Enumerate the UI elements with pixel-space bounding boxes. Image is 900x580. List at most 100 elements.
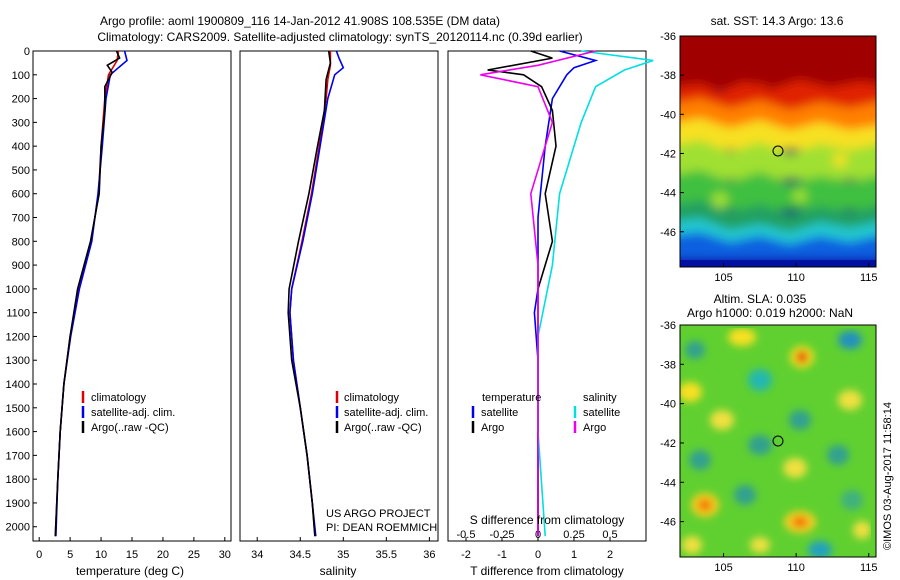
map-lat-tick-label: -40 <box>660 109 676 121</box>
map-lat-tick-label: -42 <box>660 438 676 450</box>
series-line-s-argo <box>480 50 596 537</box>
x-tick-label: 1 <box>571 549 577 561</box>
series-line-t-argo <box>487 50 557 537</box>
map-lon-tick-label: 110 <box>787 272 805 284</box>
sla-map-frame <box>679 324 877 558</box>
map-lon-tick-label: 115 <box>860 272 878 284</box>
temp-legend-satellite: satellite-adj. clim. <box>91 407 175 419</box>
sla-float-marker <box>772 435 784 447</box>
map-lat-tick-label: -36 <box>660 31 676 43</box>
depth-tick-label: 1500 <box>6 403 30 415</box>
map-lon-tick-label: 105 <box>714 272 732 284</box>
map-lat-tick-label: -36 <box>660 320 676 332</box>
map-lat-tick-label: -46 <box>660 517 676 529</box>
t-difference-xlabel: T difference from climatology <box>470 564 624 578</box>
diff-legend-t-satellite: satellite <box>481 407 518 419</box>
x-tick-label: 10 <box>95 549 107 561</box>
map-lon-tick-label: 105 <box>714 562 732 574</box>
diff-legend-temperature-header: temperature <box>482 392 541 404</box>
series-line-argo-raw-qc- <box>54 50 121 537</box>
depth-tick-label: 1700 <box>6 450 30 462</box>
temperature-legend: climatology satellite-adj. clim. Argo(..… <box>81 391 175 434</box>
map-lon-tick-label: 110 <box>787 562 805 574</box>
sla-map-ticks: 105 110 115 -36 -38 -40 -42 -44 -46 <box>660 320 877 574</box>
map-lat-tick-label: -46 <box>660 227 676 239</box>
x-tick-label: 0 <box>535 549 541 561</box>
depth-tick-label: 400 <box>12 141 30 153</box>
series-line-s-satellite <box>537 50 654 537</box>
x-tick-label: 0.5 <box>602 529 617 541</box>
depth-tick-label: 1000 <box>6 284 30 296</box>
sal-legend-climatology: climatology <box>344 392 400 404</box>
x-tick-label: 35.5 <box>376 549 397 561</box>
imos-timestamp: ©IMOS 03-Aug-2017 11:58:14 <box>882 402 894 550</box>
project-annotation: US ARGO PROJECT <box>326 508 431 520</box>
map-lat-tick-label: -44 <box>660 477 676 489</box>
map-lat-tick-label: -38 <box>660 70 676 82</box>
map-lat-tick-label: -44 <box>660 188 676 200</box>
series-line-t-satellite <box>533 50 599 537</box>
depth-tick-label: 700 <box>12 213 30 225</box>
map-lat-tick-label: -38 <box>660 359 676 371</box>
sla-map-title-2: Argo h1000: 0.019 h2000: NaN <box>687 306 853 320</box>
x-tick-label: 0.25 <box>563 529 584 541</box>
depth-tick-label: 500 <box>12 165 30 177</box>
s-difference-axis-ticks: -0.5 -0.25 0 0.25 0.5 <box>457 529 618 541</box>
sal-legend-argo: Argo(..raw -QC) <box>344 422 422 434</box>
s-difference-xlabel: S difference from climatology <box>470 513 625 527</box>
x-tick-label: 36 <box>423 549 435 561</box>
diff-legend-s-satellite: satellite <box>583 407 620 419</box>
x-tick-label: 20 <box>157 549 169 561</box>
difference-panel <box>447 50 647 542</box>
diff-legend-t-argo: Argo <box>481 422 504 434</box>
sst-float-marker <box>772 145 784 157</box>
temp-legend-climatology: climatology <box>91 392 147 404</box>
series-line-satellite-adj-clim- <box>289 50 345 537</box>
temperature-panel <box>32 50 232 542</box>
x-tick-label: 34.5 <box>290 549 311 561</box>
temp-legend-argo: Argo(..raw -QC) <box>91 422 169 434</box>
temperature-profile-lines <box>54 50 128 537</box>
x-tick-label: 0 <box>36 549 42 561</box>
t-difference-axis-ticks: -2 -1 0 1 2 <box>461 537 613 561</box>
difference-profile-lines <box>480 50 654 537</box>
depth-axis-ticks: 0 100 200 300 400 500 600 700 800 900 1000 1100 1200… <box>6 46 37 534</box>
sst-map-ticks: 105 110 115 -36 -38 -40 -42 -44 -46 <box>660 31 877 284</box>
temperature-xlabel: temperature (deg C) <box>76 564 184 578</box>
depth-tick-label: 2000 <box>6 522 30 534</box>
x-tick-label: 2 <box>607 549 613 561</box>
depth-tick-label: 1800 <box>6 474 30 486</box>
depth-tick-label: 300 <box>12 117 30 129</box>
sst-map-frame <box>679 35 877 268</box>
sla-heatmap <box>680 325 876 557</box>
series-line-satellite-adj-clim- <box>55 50 128 537</box>
map-lon-tick-label: 115 <box>860 562 878 574</box>
x-tick-label: -2 <box>461 549 471 561</box>
x-tick-label: 35 <box>337 549 349 561</box>
x-tick-label: -1 <box>497 549 507 561</box>
pi-annotation: PI: DEAN ROEMMICH <box>326 522 437 534</box>
x-tick-label: 15 <box>126 549 138 561</box>
x-tick-label: 30 <box>219 549 231 561</box>
sal-legend-satellite: satellite-adj. clim. <box>344 407 428 419</box>
title-line-1: Argo profile: aoml 1900809_116 14-Jan-20… <box>100 14 500 28</box>
depth-tick-label: 900 <box>12 260 30 272</box>
salinity-axis-ticks: 34 34.5 35 35.5 36 <box>251 537 436 561</box>
series-line-argo-raw-qc- <box>287 50 332 537</box>
depth-tick-label: 200 <box>12 94 30 106</box>
diff-legend-salinity-header: salinity <box>583 392 617 404</box>
depth-tick-label: 100 <box>12 70 30 82</box>
depth-tick-label: 1300 <box>6 355 30 367</box>
x-tick-label: 25 <box>188 549 200 561</box>
depth-tick-label: 600 <box>12 189 30 201</box>
sst-heatmap <box>680 36 876 267</box>
depth-tick-label: 1200 <box>6 331 30 343</box>
series-line-climatology <box>54 50 120 537</box>
depth-tick-label: 1900 <box>6 498 30 510</box>
x-tick-label: -0.5 <box>457 529 476 541</box>
salinity-legend: climatology satellite-adj. clim. Argo(..… <box>335 391 428 434</box>
x-tick-label: -0.25 <box>489 529 514 541</box>
depth-tick-label: 0 <box>24 46 30 58</box>
salinity-xlabel: salinity <box>320 564 357 578</box>
